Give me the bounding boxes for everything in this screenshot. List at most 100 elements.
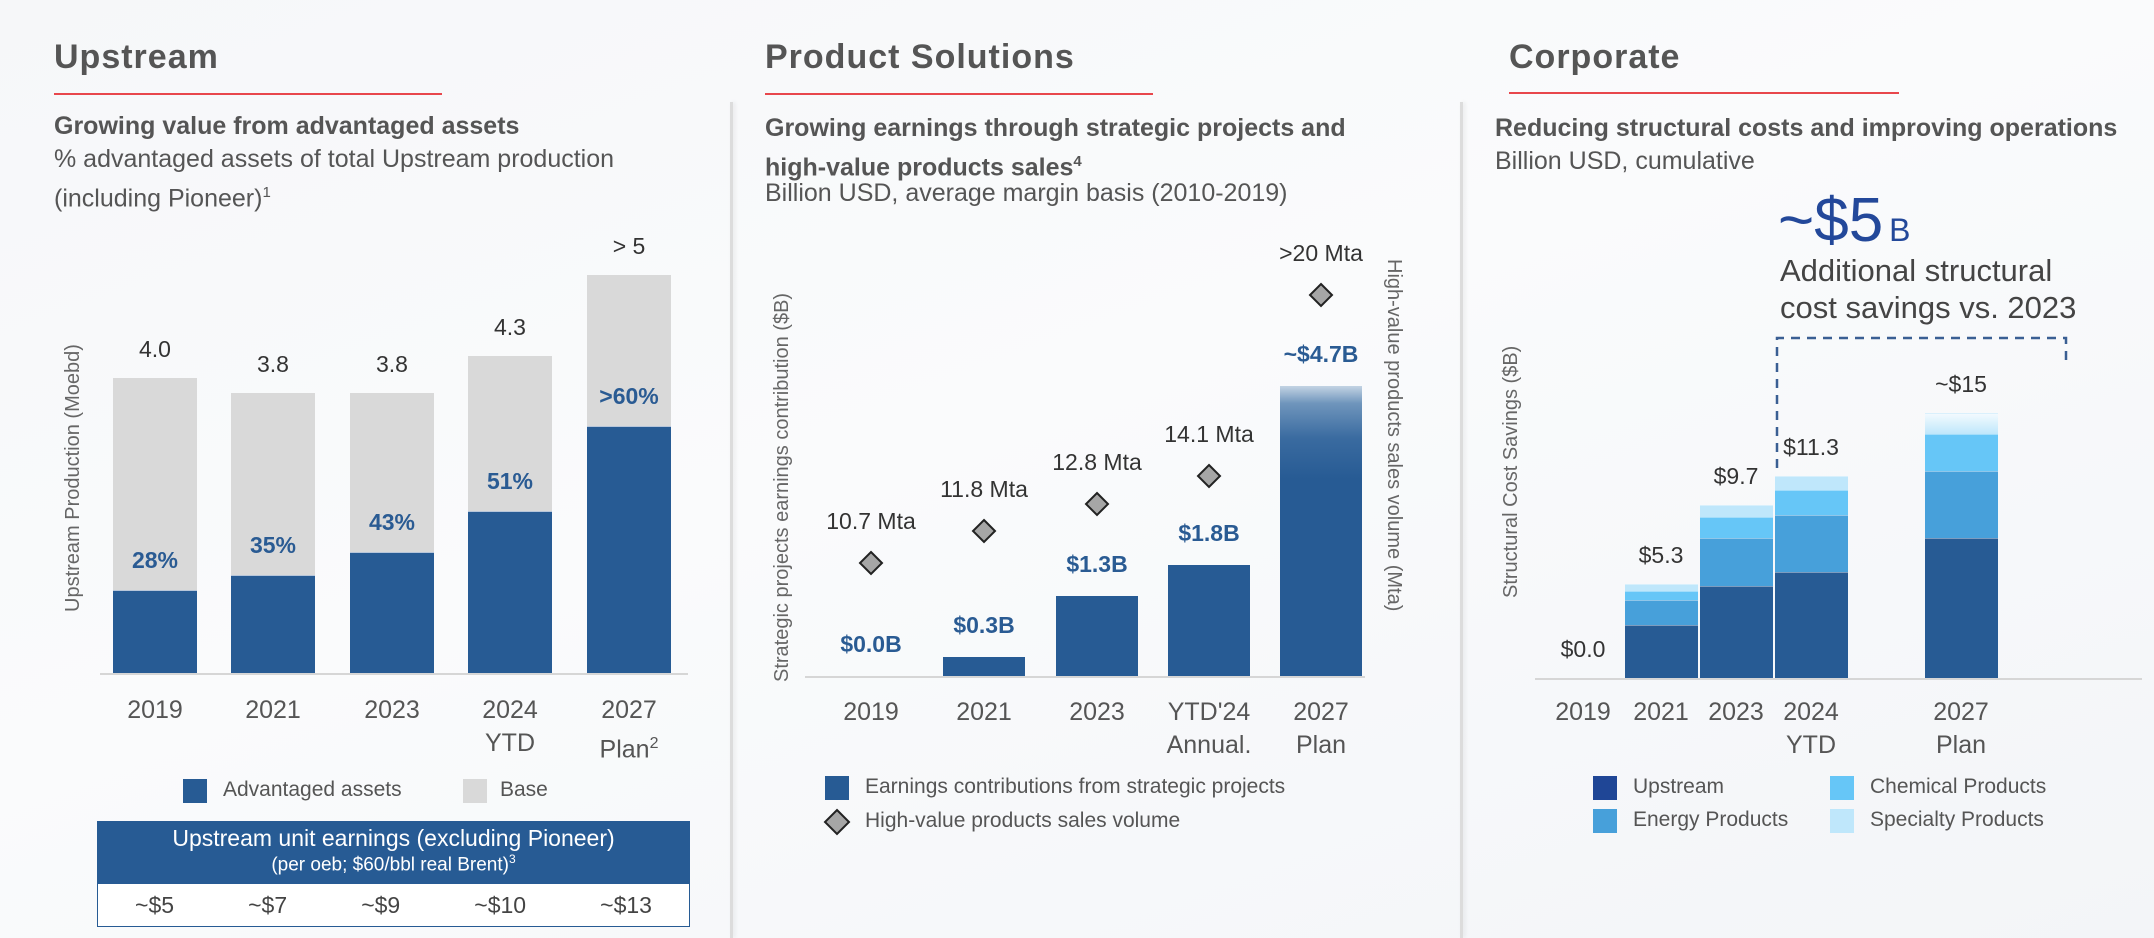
bar-total-label: 3.8 xyxy=(257,350,289,377)
product-x-tick-line: 2021 xyxy=(956,698,1012,726)
product-x-tick-line: Plan xyxy=(1295,731,1347,759)
earnings-bar xyxy=(1168,564,1250,676)
legend-label-energy: Energy Products xyxy=(1633,808,1789,831)
bar-total-label: 4.0 xyxy=(139,336,171,362)
bar-advantaged-segment xyxy=(587,426,671,673)
earnings-label: $1.8B xyxy=(1178,519,1240,546)
bar-total-label: > 5 xyxy=(612,232,646,259)
savings-segment-specialty-products xyxy=(1699,504,1773,517)
earnings-bar xyxy=(943,657,1025,676)
legend-swatch-upstream xyxy=(1593,776,1617,800)
product-chart: $0.0B 10.7 Mta $0.3B 11.8 Mta $1.3B 12.8 Mta $… xyxy=(811,240,1363,762)
bar-share-label: 28% xyxy=(131,547,179,574)
upstream-x-tick: 2027 Plan2 xyxy=(569,694,689,766)
upstream-x-tick-line: 2023 xyxy=(364,696,420,724)
corporate-title: Corporate xyxy=(1509,38,1681,76)
bar-share-label: 43% xyxy=(368,509,416,536)
bar-total-label: 4.3 xyxy=(494,313,526,340)
upstream-x-tick: 2024 YTD xyxy=(450,694,570,760)
bar-share-label: >60% xyxy=(599,383,659,410)
corporate-x-tick-line: 2023 xyxy=(1708,698,1764,726)
corporate-x-tick-line: 2021 xyxy=(1633,698,1689,726)
savings-segment-chemical-products xyxy=(1774,490,1848,516)
earnings-label: $0.3B xyxy=(953,612,1015,639)
bar-base-segment xyxy=(468,355,552,512)
legend-label-specialty: Specialty Products xyxy=(1870,808,2044,831)
upstream-x-tick: 2021 xyxy=(213,694,333,727)
savings-segment-upstream xyxy=(1624,624,1698,678)
legend-swatch-chemical xyxy=(1830,776,1854,800)
bar-share-label: 35% xyxy=(249,531,297,558)
upstream-x-tick-line: Plan2 xyxy=(599,735,659,764)
earnings-label: $1.3B xyxy=(1066,550,1128,577)
legend-swatch-base xyxy=(463,779,487,803)
legend-label-chemical: Chemical Products xyxy=(1870,775,2047,798)
volume-diamond xyxy=(971,518,997,544)
volume-label: >20 Mta xyxy=(1279,240,1363,266)
section-divider-2 xyxy=(1460,102,1463,938)
corporate-x-tick-line: 2019 xyxy=(1555,698,1611,726)
upstream-x-tick-line: 2019 xyxy=(127,696,183,724)
upstream-x-tick-line: 2027 xyxy=(601,696,657,724)
savings-total-label: $11.3 xyxy=(1783,434,1839,461)
savings-total-label: $0.0 xyxy=(1560,636,1606,662)
savings-segment-energy-products xyxy=(1924,470,1998,539)
upstream-chart: 4.0 28% 3.8 35% 3.8 43% 4.3 51% > 5 >60% 2019 2021 2… xyxy=(0,0,720,938)
upstream-title: Upstream xyxy=(54,38,219,76)
product-x-tick-line: YTD'24 xyxy=(1167,698,1251,726)
corporate-x-tick: 2021 xyxy=(1601,696,1721,729)
savings-callout-value: ~$5 B xyxy=(1778,186,1911,255)
product-subtitle-bold-line2: high-value products sales4 xyxy=(765,153,1082,182)
volume-diamond xyxy=(1196,463,1222,489)
earnings-label: ~$4.7B xyxy=(1283,341,1359,367)
legend-swatch-specialty xyxy=(1830,809,1854,833)
volume-diamond xyxy=(1308,282,1334,308)
legend-swatch-advantaged xyxy=(183,779,207,803)
upstream-subtitle-bold: Growing value from advantaged assets xyxy=(54,112,520,140)
savings-segment-energy-products xyxy=(1774,515,1848,572)
legend-label-advantaged: Advantaged assets xyxy=(223,778,402,801)
product-subtitle: Billion USD, average margin basis (2010-… xyxy=(765,179,1288,207)
upstream-subtitle-line1: % advantaged assets of total Upstream pr… xyxy=(54,145,615,173)
upstream-unit-earnings-table: Upstream unit earnings (excluding Pionee… xyxy=(97,821,690,927)
corporate-x-tick: 2019 xyxy=(1523,696,1643,729)
product-x-tick-line: 2023 xyxy=(1069,698,1125,726)
product-x-tick-line: Annual. xyxy=(1166,731,1252,759)
volume-label: 11.8 Mta xyxy=(940,476,1028,502)
product-title: Product Solutions xyxy=(765,38,1075,76)
unit-earnings-header-line2: (per oeb; $60/bbl real Brent)3 xyxy=(271,852,516,876)
corporate-x-tick-line: Plan xyxy=(1935,731,1987,759)
upstream-baseline xyxy=(100,673,688,675)
legend-label-volume: High-value products sales volume xyxy=(865,809,1181,832)
savings-segment-upstream xyxy=(1774,571,1848,678)
unit-earnings-2023: ~$9 xyxy=(361,892,401,918)
product-x-tick-line: 2027 xyxy=(1293,698,1349,726)
savings-segment-upstream xyxy=(1699,585,1773,678)
unit-earnings-2019: ~$5 xyxy=(135,892,175,918)
unit-earnings-2027: ~$13 xyxy=(600,892,652,918)
legend-diamond-icon xyxy=(823,808,851,836)
bar-total-label: 3.8 xyxy=(376,350,408,377)
legend-label-base: Base xyxy=(500,778,548,801)
legend-swatch-energy xyxy=(1593,809,1617,833)
upstream-x-tick: 2019 xyxy=(95,694,215,727)
savings-segment-specialty-products xyxy=(1774,476,1848,491)
savings-segment-specialty-products xyxy=(1924,412,1998,434)
upstream-x-tick: 2023 xyxy=(332,694,452,727)
corporate-subtitle-bold: Reducing structural costs and improving … xyxy=(1495,114,2118,142)
corporate-x-tick: 2023 xyxy=(1676,696,1796,729)
savings-segment-specialty-products xyxy=(1624,584,1698,592)
product-x-tick: YTD'24 Annual. xyxy=(1149,696,1269,762)
savings-segment-energy-products xyxy=(1699,538,1773,586)
savings-segment-chemical-products xyxy=(1924,433,1998,471)
product-x-tick: 2019 xyxy=(811,696,931,729)
bar-advantaged-segment xyxy=(350,552,434,673)
corporate-baseline xyxy=(1535,678,2142,680)
unit-earnings-header-line1: Upstream unit earnings (excluding Pionee… xyxy=(172,825,615,851)
corporate-x-tick-line: YTD xyxy=(1786,731,1836,759)
upstream-subtitle-line2: (including Pioneer)1 xyxy=(54,184,271,213)
corporate-x-tick-line: 2027 xyxy=(1933,698,1989,726)
unit-earnings-header: Upstream unit earnings (excluding Pionee… xyxy=(98,822,689,884)
volume-label: 10.7 Mta xyxy=(826,508,916,534)
